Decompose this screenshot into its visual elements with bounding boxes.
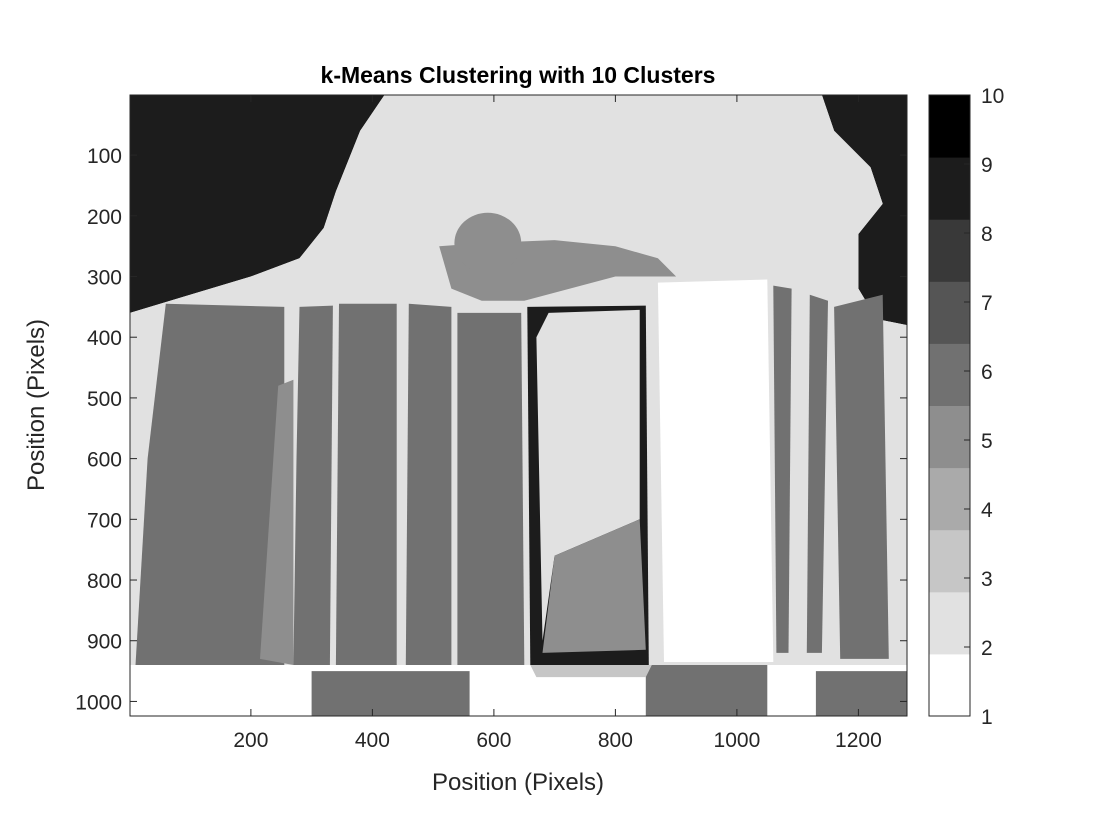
x-axis: 200 400 600 800 1000 1200 bbox=[233, 95, 882, 752]
y-tick-label: 800 bbox=[87, 570, 122, 593]
cluster-map bbox=[130, 95, 907, 716]
cluster-region bbox=[405, 303, 452, 665]
chart-title: k-Means Clustering with 10 Clusters bbox=[321, 62, 716, 88]
cluster-region bbox=[135, 303, 285, 665]
colorbar-tick-label: 7 bbox=[981, 292, 993, 315]
y-axis-label: Position (Pixels) bbox=[23, 319, 50, 491]
x-tick-label: 200 bbox=[233, 729, 268, 752]
y-tick-label: 400 bbox=[87, 327, 122, 350]
cluster-region bbox=[457, 312, 525, 665]
y-tick-label: 900 bbox=[87, 631, 122, 654]
x-axis-label: Position (Pixels) bbox=[432, 769, 604, 796]
cluster-region bbox=[815, 671, 907, 716]
colorbar-swatch bbox=[929, 467, 970, 531]
cluster-region bbox=[773, 285, 792, 653]
y-tick-label: 1000 bbox=[75, 691, 122, 714]
cluster-region bbox=[542, 519, 646, 653]
y-axis: 100 200 300 400 500 600 700 800 900 1000 bbox=[75, 145, 907, 714]
cluster-region bbox=[293, 305, 333, 665]
colorbar-tick-label: 2 bbox=[981, 637, 993, 660]
cluster-region bbox=[645, 665, 768, 716]
colorbar-tick-label: 1 bbox=[981, 706, 993, 729]
x-tick-label: 800 bbox=[598, 729, 633, 752]
cluster-region bbox=[260, 379, 294, 665]
y-tick-label: 700 bbox=[87, 509, 122, 532]
colorbar-tick-label: 3 bbox=[981, 568, 993, 591]
cluster-region bbox=[335, 303, 397, 665]
x-tick-label: 400 bbox=[355, 729, 390, 752]
cluster-region bbox=[530, 665, 652, 678]
cluster-region bbox=[657, 279, 774, 662]
colorbar-swatch bbox=[929, 157, 970, 220]
colorbar-tick-label: 10 bbox=[981, 85, 1004, 108]
colorbar-tick-label: 5 bbox=[981, 430, 993, 453]
colorbar-tick-label: 8 bbox=[981, 223, 993, 246]
colorbar: 1 2 3 4 5 6 7 8 9 10 bbox=[928, 85, 1004, 729]
x-tick-label: 1200 bbox=[835, 729, 882, 752]
colorbar-swatch bbox=[929, 219, 970, 282]
y-tick-label: 500 bbox=[87, 388, 122, 411]
colorbar-tick-label: 4 bbox=[981, 499, 993, 522]
plot-frame bbox=[129, 94, 908, 717]
cluster-region bbox=[454, 212, 522, 274]
cluster-region bbox=[130, 95, 385, 313]
cluster-region bbox=[536, 309, 640, 641]
cluster-region bbox=[806, 294, 828, 653]
cluster-region bbox=[130, 665, 907, 716]
x-tick-label: 600 bbox=[476, 729, 511, 752]
colorbar-swatch bbox=[929, 591, 970, 655]
y-tick-label: 300 bbox=[87, 267, 122, 290]
y-tick-label: 200 bbox=[87, 206, 122, 229]
colorbar-swatch bbox=[929, 343, 970, 406]
cluster-region bbox=[311, 671, 470, 716]
colorbar-frame bbox=[928, 94, 971, 717]
y-tick-label: 100 bbox=[87, 145, 122, 168]
cluster-region bbox=[821, 95, 907, 326]
colorbar-swatch bbox=[929, 95, 970, 158]
colorbar-swatch bbox=[929, 405, 970, 469]
colorbar-tick-label: 6 bbox=[981, 361, 993, 384]
colorbar-tick-label: 9 bbox=[981, 154, 993, 177]
x-tick-label: 1000 bbox=[714, 729, 761, 752]
y-tick-label: 600 bbox=[87, 449, 122, 472]
colorbar-swatch bbox=[929, 281, 970, 344]
colorbar-swatch bbox=[929, 653, 970, 717]
cluster-region bbox=[834, 294, 889, 659]
colorbar-swatch bbox=[929, 529, 970, 593]
